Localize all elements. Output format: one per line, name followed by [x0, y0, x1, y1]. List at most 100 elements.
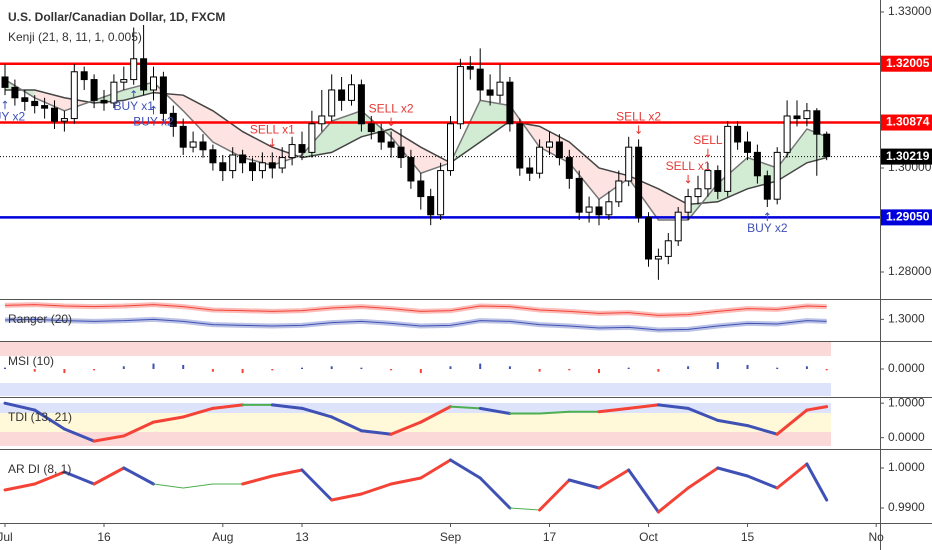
candle-body — [664, 240, 672, 257]
indicator-segment — [181, 406, 215, 419]
indicator-segment — [746, 474, 779, 490]
candle-body — [783, 115, 791, 153]
histogram-bar — [479, 363, 482, 369]
y-tick-label: 0.0000 — [888, 430, 925, 444]
signal-label: SELL x2 — [369, 102, 414, 116]
plot-area: BUY x2 BUY x1 BUY x2 SELL x1 SELL x2 SELL x2 S… — [0, 24, 880, 514]
indicator-segment — [419, 405, 452, 424]
signal-label: SELL — [693, 133, 723, 147]
level-label-box — [881, 55, 932, 72]
indicator-segment — [330, 492, 363, 502]
x-tick-label: No — [869, 530, 885, 544]
msi-lower-band — [0, 383, 831, 396]
histogram-bar — [538, 369, 541, 372]
histogram-bar — [825, 369, 828, 371]
histogram-bar — [4, 367, 6, 369]
candle-body — [753, 151, 761, 177]
candle-body — [397, 146, 405, 159]
y-tick-label: 0.0000 — [888, 361, 925, 375]
histogram-bar — [211, 369, 214, 372]
candle-body — [31, 100, 39, 107]
msi-upper-band — [0, 342, 831, 356]
indicator-segment — [716, 418, 749, 428]
indicator-segment — [270, 403, 304, 410]
candle-body — [90, 79, 98, 101]
candle-body — [585, 206, 593, 213]
candle-body — [734, 125, 742, 143]
candle-body — [258, 162, 266, 172]
indicator-segment — [389, 476, 423, 486]
indicator-segment — [805, 462, 829, 502]
candle-body — [229, 154, 237, 172]
indicator-segment — [3, 482, 37, 492]
candle-body — [456, 66, 464, 125]
candle-body — [595, 206, 603, 216]
histogram-bar — [330, 366, 333, 369]
candle-body — [159, 76, 167, 114]
tdi-lower-band — [0, 432, 831, 446]
x-tick-label: 15 — [741, 530, 755, 544]
candle-body — [239, 154, 247, 164]
level-label-box — [881, 114, 932, 131]
candle-body — [645, 216, 652, 260]
histogram-bar — [568, 369, 571, 371]
tdi-upper-band — [0, 403, 831, 413]
histogram-bar — [241, 369, 244, 374]
indicator-segment — [359, 482, 393, 496]
kenji-cloud — [777, 128, 807, 181]
y-tick-label: 1.3000 — [888, 312, 925, 326]
candle-body — [625, 146, 633, 182]
indicator-segment — [241, 474, 274, 486]
signal-label: BUY x2 — [133, 115, 174, 129]
indicator-segment — [597, 468, 631, 490]
signal-arrow — [705, 148, 711, 158]
indicator-segment — [775, 408, 809, 436]
level-label: 1.29050 — [886, 210, 930, 224]
candle-body — [437, 170, 445, 216]
kenji-cloud — [34, 89, 65, 111]
signal-label: SELL x1 — [250, 123, 295, 137]
candle-body — [288, 144, 296, 159]
kenji-cloud — [599, 167, 629, 200]
indicator-segment — [419, 458, 452, 480]
histogram-bar — [271, 369, 274, 371]
x-tick-label: Oct — [639, 530, 658, 544]
indicator-segment — [62, 470, 96, 486]
candle-body — [249, 162, 256, 172]
candle-body — [684, 196, 692, 213]
indicator-segment — [656, 486, 690, 514]
candle-body — [268, 162, 276, 169]
indicator-segment — [153, 483, 184, 489]
indicator-segment — [62, 427, 96, 443]
signal-label: SELL x1 — [666, 159, 711, 173]
indicator-segment — [270, 468, 304, 478]
candle-body — [714, 170, 722, 192]
candle-body — [763, 175, 771, 200]
histogram-bar — [716, 362, 719, 369]
indicator-segment — [478, 406, 512, 416]
x-tick-label: 13 — [295, 530, 309, 544]
histogram-bar — [301, 367, 303, 369]
indicator-segment — [33, 408, 66, 431]
candle-body — [169, 112, 177, 127]
candle-body — [447, 123, 454, 172]
candle-body — [536, 146, 544, 174]
candle-body — [110, 81, 118, 104]
histogram-bar — [776, 367, 779, 369]
kenji-cloud — [242, 131, 273, 166]
kenji-cloud — [331, 110, 362, 153]
x-tick-label: Sep — [440, 530, 462, 544]
candle-body — [635, 146, 643, 218]
pane-title: MSI (10) — [8, 354, 54, 368]
candle-body — [357, 84, 365, 125]
candle-body — [516, 123, 524, 169]
kenji-cloud — [183, 95, 213, 142]
signal-arrow — [636, 125, 641, 135]
x-tick-label: 17 — [543, 530, 557, 544]
indicator-segment — [330, 415, 363, 433]
candle-body — [773, 151, 781, 200]
signal-arrow — [151, 105, 156, 115]
histogram-bar — [449, 366, 452, 369]
candle-body — [575, 177, 583, 213]
